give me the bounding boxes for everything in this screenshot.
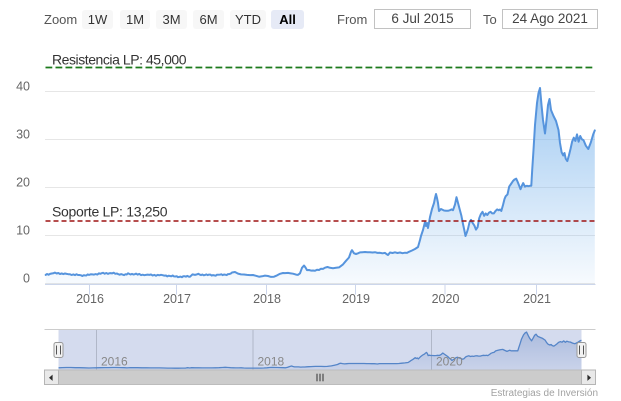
svg-text:20: 20 xyxy=(16,176,30,190)
svg-text:10: 10 xyxy=(16,224,30,238)
svg-text:2016: 2016 xyxy=(101,355,128,369)
svg-text:2019: 2019 xyxy=(342,292,370,306)
svg-text:30: 30 xyxy=(16,128,30,142)
svg-text:Resistencia LP: 45,000: Resistencia LP: 45,000 xyxy=(52,52,187,68)
svg-text:2018: 2018 xyxy=(258,355,285,369)
svg-text:2020: 2020 xyxy=(436,355,463,369)
svg-text:Soporte LP: 13,250: Soporte LP: 13,250 xyxy=(52,204,168,220)
svg-text:0: 0 xyxy=(23,272,30,286)
svg-text:2020: 2020 xyxy=(432,292,460,306)
svg-text:2017: 2017 xyxy=(163,292,191,306)
svg-text:2018: 2018 xyxy=(253,292,281,306)
svg-text:40: 40 xyxy=(16,80,30,94)
svg-text:2021: 2021 xyxy=(523,292,551,306)
svg-text:Estrategias de Inversión: Estrategias de Inversión xyxy=(491,388,598,399)
svg-text:2016: 2016 xyxy=(76,292,104,306)
